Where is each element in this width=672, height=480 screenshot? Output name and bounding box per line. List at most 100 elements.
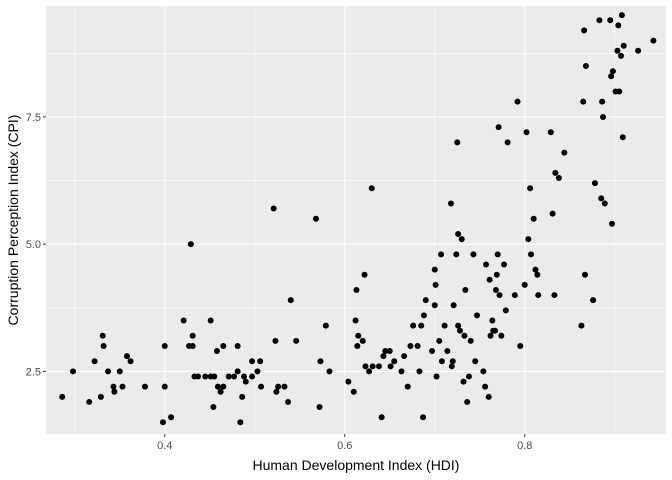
data-point xyxy=(483,261,490,268)
data-point xyxy=(482,383,489,390)
data-point xyxy=(220,383,227,390)
data-point xyxy=(489,317,496,324)
data-point xyxy=(119,383,126,390)
data-point xyxy=(527,185,534,192)
data-point xyxy=(355,332,362,339)
data-point xyxy=(211,373,218,380)
data-point xyxy=(416,368,423,375)
data-point xyxy=(127,358,134,365)
major-gridlines xyxy=(46,6,666,434)
data-point xyxy=(407,342,414,349)
plot-panel xyxy=(46,6,666,434)
data-point xyxy=(616,88,623,95)
data-point xyxy=(619,134,626,141)
data-point xyxy=(547,129,554,136)
data-point xyxy=(511,292,518,299)
data-point xyxy=(189,342,196,349)
x-tick-label: 0.8 xyxy=(517,440,532,452)
data-point xyxy=(498,332,505,339)
data-point xyxy=(401,353,408,360)
data-point xyxy=(465,373,472,380)
data-point xyxy=(454,139,461,146)
data-point xyxy=(369,363,376,370)
data-point xyxy=(189,332,196,339)
data-point xyxy=(599,98,606,105)
data-point xyxy=(635,47,642,54)
data-point xyxy=(532,266,539,273)
data-point xyxy=(69,368,76,375)
data-point xyxy=(410,322,417,329)
data-point xyxy=(453,251,460,258)
data-point xyxy=(316,404,323,411)
data-point xyxy=(561,149,568,156)
data-point xyxy=(275,383,282,390)
data-point xyxy=(322,322,329,329)
data-point xyxy=(578,322,585,329)
data-point xyxy=(273,388,280,395)
data-point xyxy=(225,373,232,380)
data-point xyxy=(123,353,130,360)
data-point xyxy=(240,373,247,380)
data-point xyxy=(180,317,187,324)
data-point xyxy=(380,353,387,360)
data-point xyxy=(492,327,499,334)
data-point xyxy=(105,368,112,375)
data-point xyxy=(326,368,333,375)
data-point xyxy=(378,414,385,421)
data-point xyxy=(234,368,241,375)
data-point xyxy=(607,17,614,24)
data-point xyxy=(99,332,106,339)
data-point xyxy=(523,129,530,136)
y-tick-label: 2.5 xyxy=(26,366,41,378)
data-point xyxy=(514,98,521,105)
data-point xyxy=(609,68,616,75)
data-point xyxy=(59,393,66,400)
data-point xyxy=(456,327,463,334)
data-point xyxy=(549,210,556,217)
data-point xyxy=(608,73,615,80)
data-point xyxy=(433,373,440,380)
data-point xyxy=(494,251,501,258)
data-point xyxy=(281,383,288,390)
data-point xyxy=(438,251,445,258)
data-point xyxy=(350,388,357,395)
data-point xyxy=(257,358,264,365)
data-point xyxy=(159,419,166,426)
data-point xyxy=(161,383,168,390)
data-point xyxy=(422,297,429,304)
data-point xyxy=(528,251,535,258)
data-point xyxy=(521,281,528,288)
x-axis: 0.4 0.6 0.8 xyxy=(157,434,532,452)
data-point xyxy=(391,358,398,365)
data-point xyxy=(504,139,511,146)
data-point xyxy=(293,337,300,344)
data-point xyxy=(486,276,493,283)
data-point xyxy=(420,312,427,319)
data-point xyxy=(449,358,456,365)
data-point xyxy=(366,368,373,375)
data-point xyxy=(213,348,220,355)
data-point xyxy=(581,27,588,34)
data-point xyxy=(480,368,487,375)
y-tick-label: 7.5 xyxy=(26,112,41,124)
data-point xyxy=(312,215,319,222)
data-point xyxy=(249,373,256,380)
data-point xyxy=(239,393,246,400)
data-point xyxy=(609,220,616,227)
data-point xyxy=(231,373,238,380)
data-point xyxy=(270,205,277,212)
data-point xyxy=(431,266,438,273)
data-point xyxy=(534,271,541,278)
data-point xyxy=(618,52,625,59)
data-point xyxy=(650,37,657,44)
data-point xyxy=(455,230,462,237)
data-point xyxy=(359,337,366,344)
data-point xyxy=(100,342,107,349)
data-point xyxy=(601,200,608,207)
data-point xyxy=(455,322,462,329)
minor-gridlines xyxy=(46,6,666,436)
data-point xyxy=(352,317,359,324)
data-point xyxy=(345,378,352,385)
data-point xyxy=(620,42,627,49)
data-point xyxy=(420,414,427,421)
